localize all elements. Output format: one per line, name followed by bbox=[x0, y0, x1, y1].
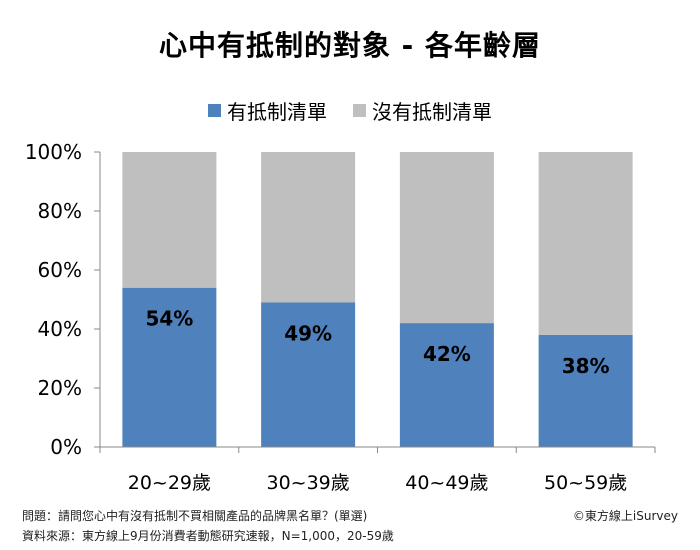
bar-boycott bbox=[122, 287, 217, 447]
data-label: 54% bbox=[145, 307, 193, 331]
y-tick-label: 100% bbox=[25, 140, 82, 164]
legend-swatch-boycott bbox=[208, 104, 221, 117]
legend-swatch-no-boycott bbox=[353, 104, 366, 117]
legend-item-no-boycott: 沒有抵制清單 bbox=[353, 96, 492, 125]
bar-no-boycott bbox=[261, 152, 356, 303]
y-tick-label: 0% bbox=[50, 435, 82, 459]
bar-no-boycott bbox=[399, 152, 494, 324]
legend-label-no-boycott: 沒有抵制清單 bbox=[372, 100, 492, 124]
x-tick-label: 30~39歲 bbox=[266, 472, 349, 494]
x-tick-label: 20~29歲 bbox=[128, 472, 211, 494]
x-tick-label: 50~59歲 bbox=[544, 472, 627, 494]
data-label: 49% bbox=[284, 321, 332, 345]
y-tick-label: 80% bbox=[38, 199, 82, 223]
footer-source: 資料來源：東方線上9月份消費者動態研究速報，N=1,000，20-59歲 bbox=[22, 529, 394, 543]
footer-copyright: ©東方線上iSurvey bbox=[572, 509, 678, 523]
chart-legend: 有抵制清單 沒有抵制清單 bbox=[0, 96, 700, 125]
legend-label-boycott: 有抵制清單 bbox=[227, 100, 327, 124]
footer-question: 問題：請問您心中有沒有抵制不買相關產品的品牌黑名單？(單選) bbox=[22, 509, 368, 523]
bar-boycott bbox=[261, 302, 356, 447]
bar-boycott bbox=[399, 323, 494, 447]
bar-no-boycott bbox=[538, 152, 633, 335]
y-tick-label: 60% bbox=[38, 258, 82, 282]
x-tick-label: 40~49歲 bbox=[405, 472, 488, 494]
chart-title: 心中有抵制的對象 - 各年齡層 bbox=[158, 29, 542, 62]
bar-no-boycott bbox=[122, 152, 217, 288]
data-label: 42% bbox=[423, 342, 471, 366]
y-tick-label: 20% bbox=[38, 376, 82, 400]
bar-boycott bbox=[538, 334, 633, 447]
y-tick-label: 40% bbox=[38, 317, 82, 341]
legend-item-boycott: 有抵制清單 bbox=[208, 96, 327, 125]
data-label: 38% bbox=[562, 354, 610, 378]
